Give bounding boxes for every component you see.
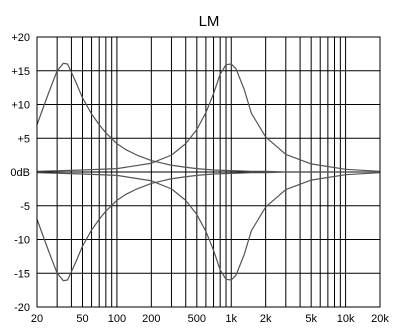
x-tick-label: 500 — [188, 313, 206, 325]
x-tick-label: 100 — [108, 313, 126, 325]
y-tick-labels: +20 +15 +10 +5 0dB -5 -10 -15 -20 — [10, 32, 30, 314]
series-lines — [36, 62, 381, 282]
series-line-4 — [36, 172, 381, 281]
y-tick-label: +15 — [11, 66, 30, 78]
y-tick-label: +20 — [11, 32, 30, 44]
y-tick-label: +5 — [17, 133, 30, 145]
series-line-2 — [36, 171, 380, 282]
x-tick-label: 20 — [31, 313, 43, 325]
plot-frame — [36, 36, 381, 308]
chart-title: LM — [199, 13, 220, 30]
series-line-3 — [36, 63, 381, 172]
y-tick-label: +10 — [11, 100, 30, 112]
series-line-1 — [36, 62, 380, 173]
x-tick-label: 50 — [76, 313, 88, 325]
x-tick-label: 200 — [142, 313, 160, 325]
y-tick-label: -10 — [14, 235, 30, 247]
y-tick-label: -15 — [14, 268, 30, 280]
x-tick-labels: 20 50 100 200 500 1k 2k 5k 10k 20k — [31, 313, 389, 325]
x-tick-label: 2k — [260, 313, 272, 325]
x-tick-label: 10k — [337, 313, 355, 325]
y-tick-label: 0dB — [10, 167, 30, 179]
y-tick-label: -20 — [14, 302, 30, 314]
x-tick-label: 1k — [225, 313, 237, 325]
y-tick-label: -5 — [20, 201, 30, 213]
x-tick-label: 5k — [305, 313, 317, 325]
x-tick-label: 20k — [371, 313, 389, 325]
